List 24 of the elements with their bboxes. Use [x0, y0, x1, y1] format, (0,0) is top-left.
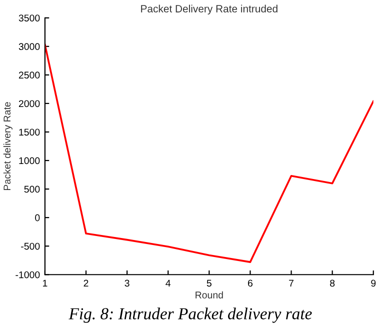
- y-tick-label: 2000: [18, 100, 40, 108]
- line-series: [44, 44, 374, 263]
- y-tick-label: 3500: [18, 14, 40, 22]
- x-tick-label: 3: [124, 280, 130, 287]
- x-tick-label: 8: [330, 280, 335, 287]
- x-tick-label: 7: [289, 280, 294, 287]
- y-tick-label: -1000: [16, 271, 40, 278]
- y-tick-label: 3000: [18, 43, 40, 50]
- chart-title: Packet Delivery Rate intruded: [141, 4, 278, 14]
- x-tick-label: 9: [371, 280, 376, 287]
- y-tick-label: 0: [35, 214, 40, 222]
- x-tick-label: 1: [42, 280, 48, 287]
- y-tick-label: 1000: [19, 157, 40, 164]
- x-axis-title: Round: [196, 291, 223, 298]
- y-tick-label: 500: [24, 186, 40, 193]
- y-axis-title: Packet delivery Rate: [3, 102, 12, 190]
- y-tick-label: 1500: [19, 128, 40, 136]
- caption: Fig. 8: Intruder Packet delivery rate: [68, 308, 312, 323]
- x-tick-label: 6: [248, 280, 252, 287]
- x-tick-label: 4: [166, 280, 171, 287]
- x-tick-label: 5: [206, 280, 212, 287]
- x-tick-label: 2: [84, 280, 88, 287]
- y-tick-label: 2500: [18, 72, 40, 79]
- y-tick-label: -500: [21, 242, 40, 250]
